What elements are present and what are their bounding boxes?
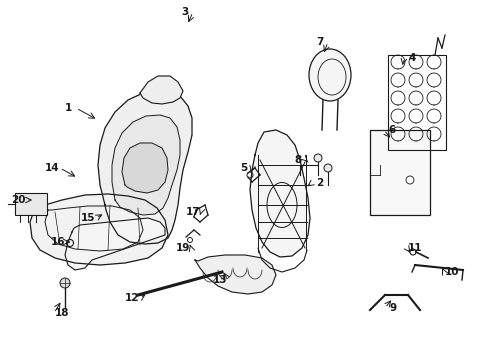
- Text: 5: 5: [240, 163, 247, 173]
- Text: 4: 4: [407, 53, 415, 63]
- Text: 15: 15: [81, 213, 95, 223]
- Bar: [369, 130, 429, 215]
- Polygon shape: [249, 130, 309, 257]
- Polygon shape: [30, 194, 168, 265]
- Text: 2: 2: [316, 178, 323, 188]
- Text: 19: 19: [176, 243, 190, 253]
- Polygon shape: [195, 255, 275, 294]
- Text: 10: 10: [444, 267, 458, 277]
- Text: 7: 7: [316, 37, 323, 47]
- Ellipse shape: [324, 164, 331, 172]
- Ellipse shape: [313, 154, 321, 162]
- Text: 14: 14: [44, 163, 59, 173]
- Ellipse shape: [60, 278, 70, 288]
- Text: 9: 9: [388, 303, 396, 313]
- Text: 12: 12: [124, 293, 139, 303]
- Bar: [15, 193, 47, 215]
- Text: 17: 17: [185, 207, 200, 217]
- Polygon shape: [140, 76, 183, 104]
- Ellipse shape: [308, 49, 350, 101]
- Polygon shape: [122, 143, 168, 193]
- Text: 18: 18: [55, 308, 69, 318]
- Text: 3: 3: [181, 7, 188, 17]
- Text: 16: 16: [51, 237, 65, 247]
- Polygon shape: [112, 115, 180, 215]
- Text: 8: 8: [294, 155, 301, 165]
- Polygon shape: [98, 90, 192, 244]
- Text: 20: 20: [11, 195, 25, 205]
- Text: 6: 6: [387, 125, 395, 135]
- Bar: [387, 55, 445, 150]
- Polygon shape: [65, 218, 164, 270]
- Text: 11: 11: [407, 243, 421, 253]
- Text: 13: 13: [212, 275, 227, 285]
- Text: 1: 1: [64, 103, 71, 113]
